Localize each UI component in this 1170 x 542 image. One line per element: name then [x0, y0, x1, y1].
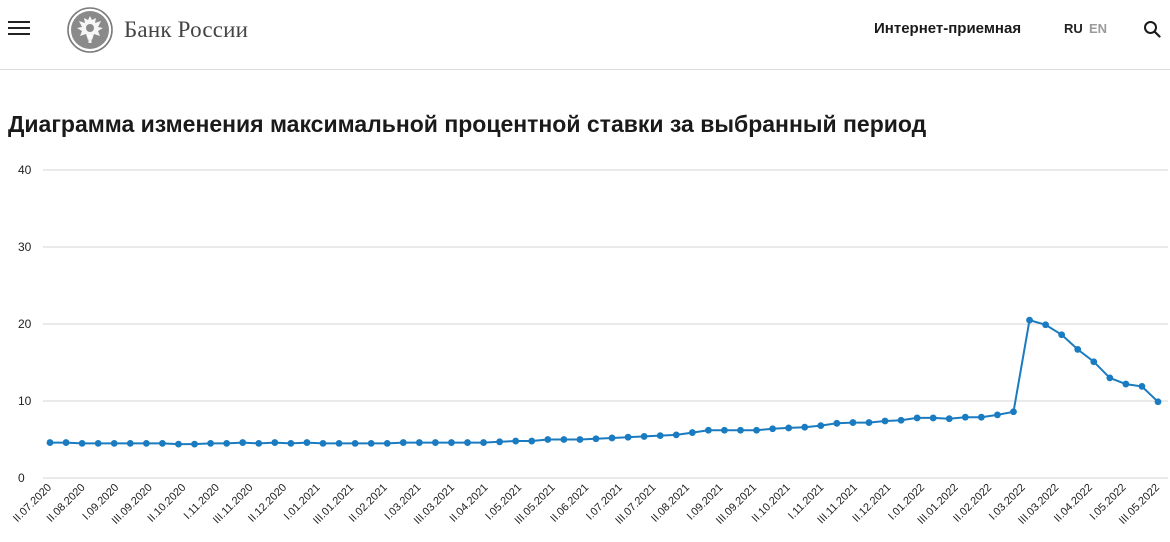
- data-point[interactable]: [207, 439, 214, 447]
- data-point[interactable]: [656, 432, 664, 440]
- data-point[interactable]: [1074, 346, 1082, 353]
- data-point[interactable]: [223, 439, 231, 447]
- internet-reception-link[interactable]: Интернет-приемная: [874, 20, 1022, 37]
- y-tick-label: 20: [18, 317, 32, 331]
- data-point[interactable]: [303, 439, 311, 446]
- data-point[interactable]: [849, 419, 857, 426]
- data-point[interactable]: [1042, 321, 1049, 329]
- data-point[interactable]: [544, 436, 552, 443]
- data-point[interactable]: [977, 413, 985, 421]
- data-point[interactable]: [737, 426, 744, 434]
- data-point[interactable]: [528, 437, 536, 445]
- data-point[interactable]: [608, 434, 616, 442]
- data-point[interactable]: [255, 439, 263, 447]
- data-point[interactable]: [1122, 380, 1130, 388]
- bank-emblem-icon[interactable]: [67, 7, 113, 53]
- data-point[interactable]: [78, 439, 86, 447]
- data-point[interactable]: [271, 439, 279, 446]
- data-point[interactable]: [1058, 331, 1066, 339]
- language-en[interactable]: EN: [1089, 21, 1108, 36]
- data-point[interactable]: [46, 439, 54, 446]
- data-point[interactable]: [351, 439, 359, 447]
- data-point[interactable]: [833, 419, 841, 427]
- data-point[interactable]: [335, 439, 343, 447]
- data-point[interactable]: [865, 419, 873, 426]
- chart-series: [46, 316, 1162, 448]
- data-point[interactable]: [239, 439, 247, 446]
- data-point[interactable]: [1106, 374, 1114, 382]
- data-point[interactable]: [480, 439, 487, 446]
- data-point[interactable]: [415, 439, 423, 446]
- data-point[interactable]: [929, 414, 937, 422]
- data-point[interactable]: [994, 411, 1001, 419]
- data-point[interactable]: [383, 439, 391, 447]
- data-point[interactable]: [399, 439, 407, 446]
- data-point[interactable]: [913, 414, 921, 422]
- data-point[interactable]: [576, 436, 584, 443]
- data-point[interactable]: [496, 438, 504, 446]
- data-point[interactable]: [753, 426, 760, 434]
- y-tick-label: 10: [18, 394, 32, 408]
- site-header: Банк России Интернет-приемная RU EN: [0, 0, 1170, 70]
- data-point[interactable]: [62, 439, 70, 446]
- y-tick-label: 40: [18, 163, 32, 177]
- language-ru[interactable]: RU: [1064, 21, 1083, 36]
- data-point[interactable]: [159, 439, 166, 447]
- data-point[interactable]: [1010, 408, 1017, 416]
- data-point[interactable]: [142, 439, 150, 447]
- brand-name[interactable]: Банк России: [124, 17, 249, 42]
- rate-line-chart: 0 10 20 30 40 II.07.2020II.08.2020I.09.2020I…: [11, 163, 1168, 527]
- x-axis-ticks: II.07.2020II.08.2020I.09.2020III.09.2020…: [11, 482, 1162, 527]
- data-point[interactable]: [1138, 382, 1146, 390]
- data-point[interactable]: [897, 416, 905, 424]
- data-point[interactable]: [688, 429, 696, 436]
- data-point[interactable]: [448, 439, 455, 446]
- data-point[interactable]: [1090, 358, 1098, 366]
- data-point[interactable]: [367, 439, 375, 447]
- data-point[interactable]: [769, 425, 777, 433]
- data-point[interactable]: [1026, 316, 1033, 324]
- y-tick-label: 30: [18, 240, 32, 254]
- hamburger-menu-icon[interactable]: [8, 19, 30, 37]
- data-point[interactable]: [191, 440, 198, 448]
- data-point[interactable]: [672, 431, 680, 439]
- data-point[interactable]: [945, 415, 953, 423]
- series-line: [50, 318, 1159, 446]
- data-point[interactable]: [961, 413, 969, 421]
- y-tick-label: 0: [18, 471, 25, 485]
- data-point[interactable]: [881, 417, 889, 425]
- data-point[interactable]: [640, 433, 648, 440]
- data-point[interactable]: [624, 433, 632, 441]
- data-point[interactable]: [785, 424, 793, 432]
- data-point[interactable]: [1154, 398, 1162, 406]
- data-point[interactable]: [94, 439, 102, 447]
- chart-gridlines: [43, 169, 1168, 479]
- y-axis-ticks: 0 10 20 30 40: [18, 163, 32, 485]
- search-icon[interactable]: [1143, 20, 1161, 38]
- data-point[interactable]: [817, 422, 825, 430]
- data-point[interactable]: [704, 426, 712, 434]
- data-point[interactable]: [560, 436, 568, 443]
- data-point[interactable]: [512, 437, 520, 445]
- data-point[interactable]: [721, 426, 728, 434]
- data-point[interactable]: [801, 423, 809, 431]
- data-point[interactable]: [175, 440, 182, 448]
- data-point[interactable]: [319, 439, 327, 447]
- data-point[interactable]: [110, 439, 118, 447]
- data-point[interactable]: [464, 439, 471, 446]
- page-title: Диаграмма изменения максимальной процент…: [8, 111, 927, 137]
- data-point[interactable]: [287, 439, 295, 447]
- data-point[interactable]: [592, 435, 600, 443]
- data-point[interactable]: [431, 439, 439, 446]
- data-point[interactable]: [126, 439, 134, 447]
